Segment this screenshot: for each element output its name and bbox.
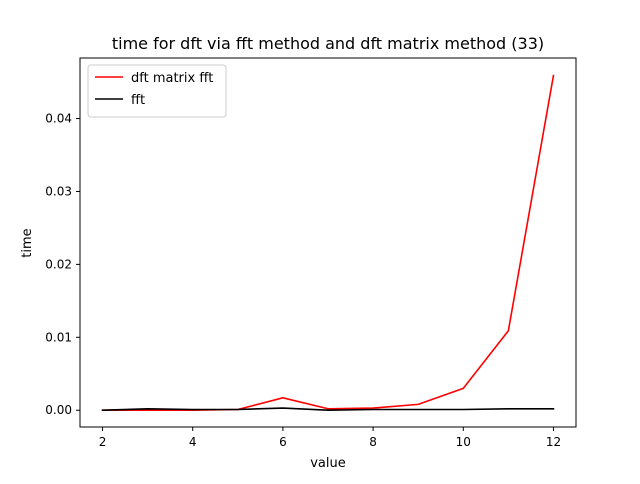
x-tick-label: 10: [456, 435, 471, 449]
legend: dft matrix fft fft: [87, 64, 227, 118]
y-axis-label: time: [20, 228, 35, 257]
legend-box: [87, 64, 227, 118]
y-tick-label: 0.01: [45, 330, 72, 344]
legend-label: dft matrix fft: [131, 71, 213, 86]
series-layer: [101, 74, 555, 412]
y-tick-label: 0.03: [45, 184, 72, 198]
x-tick-label: 8: [369, 435, 377, 449]
series-line-dft-matrix-fft: [101, 74, 555, 412]
y-tick-label: 0.02: [45, 257, 72, 271]
x-axis-label: value: [310, 456, 346, 471]
series-line-fft: [101, 407, 555, 412]
legend-label: fft: [131, 93, 145, 108]
chart-title: time for dft via fft method and dft matr…: [112, 34, 544, 53]
y-axis-ticks: 0.00 0.01 0.02 0.03 0.04: [45, 112, 80, 417]
x-axis-ticks: 2 4 6 8 10 12: [99, 427, 561, 449]
y-tick-label: 0.00: [45, 403, 72, 417]
plot-area-frame: [79, 57, 577, 428]
x-tick-label: 12: [546, 435, 561, 449]
y-tick-label: 0.04: [45, 112, 72, 126]
x-tick-label: 4: [189, 435, 197, 449]
x-tick-label: 2: [99, 435, 107, 449]
x-tick-label: 6: [279, 435, 287, 449]
